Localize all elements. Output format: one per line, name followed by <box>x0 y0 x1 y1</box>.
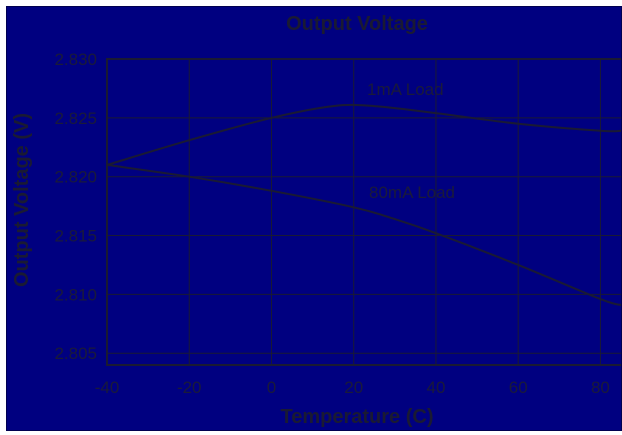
plot-area <box>106 58 621 366</box>
y-axis-label: Output Voltage (V) <box>11 113 33 287</box>
series-layer <box>106 103 621 306</box>
x-tick-label-0: -40 <box>95 378 120 397</box>
series-label-1ma-load: 1mA Load <box>367 80 444 99</box>
tick-layer: -40 -20 0 20 40 60 80 2.805 2.810 2.815 2.820 2.825… <box>54 50 609 397</box>
x-axis-label: Temperature (C) <box>281 406 434 428</box>
series-line-1ma-load <box>106 103 621 166</box>
y-tick-label-1: 2.810 <box>54 285 97 304</box>
y-tick-label-0: 2.805 <box>54 344 97 363</box>
series-label-layer: 1mA Load 80mA Load <box>367 80 455 202</box>
chart-frame: Output Voltage Temperature (C) Output Vo… <box>6 6 622 431</box>
y-tick-label-2: 2.815 <box>54 227 97 246</box>
x-tick-label-1: -20 <box>177 378 202 397</box>
y-tick-label-3: 2.820 <box>54 168 97 187</box>
x-tick-label-5: 60 <box>509 378 528 397</box>
chart-title: Output Voltage <box>286 13 428 35</box>
series-label-80ma-load: 80mA Load <box>369 183 455 202</box>
x-tick-label-2: 0 <box>267 378 276 397</box>
x-tick-label-3: 20 <box>344 378 363 397</box>
y-tick-label-4: 2.825 <box>54 109 97 128</box>
y-tick-label-5: 2.830 <box>54 50 97 69</box>
series-line-80ma-load <box>106 163 621 306</box>
x-tick-label-6: 80 <box>591 378 610 397</box>
chart-svg: Output Voltage Temperature (C) Output Vo… <box>11 13 621 428</box>
x-tick-label-4: 40 <box>426 378 445 397</box>
